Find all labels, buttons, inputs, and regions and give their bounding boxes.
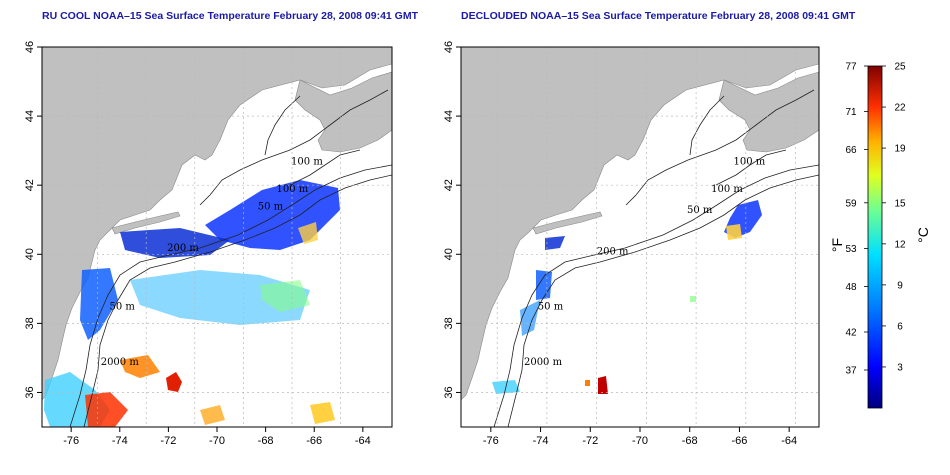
fahrenheit-unit-label: °F <box>829 238 845 252</box>
lon-tick-label: -66 <box>306 435 322 447</box>
left-grid <box>42 47 392 427</box>
celsius-tick-label: 9 <box>897 280 903 291</box>
fahrenheit-tick-label: 77 <box>845 62 857 73</box>
lon-tick-label: -70 <box>209 435 225 447</box>
lon-tick-label: -64 <box>355 435 371 447</box>
lat-tick-label: 40 <box>24 248 36 260</box>
right-contours <box>493 89 819 427</box>
right-land-coastline <box>461 47 819 401</box>
right-longitude-axis: -76 -74 -72 -70 -68 -66 -64 <box>483 427 797 447</box>
lon-tick-label: -74 <box>112 435 128 447</box>
celsius-tick-label: 6 <box>897 321 903 332</box>
contour-label: 50 m <box>538 302 564 313</box>
lat-tick-label: 36 <box>24 386 36 398</box>
right-latitude-axis: 36 38 40 42 44 46 <box>443 41 461 399</box>
contour-label: 100 m <box>291 156 323 167</box>
contour-label: 200 m <box>597 246 629 257</box>
right-long-island <box>532 211 603 235</box>
contour-label: 100 m <box>734 156 766 167</box>
contour-label: 50 m <box>687 205 713 216</box>
lon-tick-label: -68 <box>258 435 274 447</box>
fahrenheit-tick-label: 59 <box>845 198 857 209</box>
fahrenheit-tick-label: 53 <box>845 244 857 255</box>
lat-tick-label: 36 <box>443 386 455 398</box>
celsius-tick-label: 22 <box>894 103 906 114</box>
lon-tick-label: -70 <box>632 435 648 447</box>
lat-tick-label: 44 <box>24 110 36 122</box>
contour-label: 2000 m <box>524 357 563 368</box>
lon-tick-label: -72 <box>582 435 598 447</box>
contour-label: 200 m <box>167 243 199 254</box>
right-grid <box>461 47 819 427</box>
fahrenheit-tick-label: 37 <box>845 366 857 377</box>
celsius-tick-label: 3 <box>897 362 903 373</box>
left-sst-swaths <box>44 180 340 427</box>
contour-label: 100 m <box>711 184 743 195</box>
right-nova-scotia-land <box>718 71 819 153</box>
lon-tick-label: -68 <box>682 435 698 447</box>
right-sst-swaths <box>492 200 762 394</box>
lon-tick-label: -66 <box>731 435 747 447</box>
celsius-unit-label: °C <box>915 227 931 243</box>
left-latitude-axis: 36 38 40 42 44 46 <box>24 41 42 399</box>
lat-tick-label: 46 <box>24 41 36 53</box>
contour-label: 100 m <box>276 184 308 195</box>
lat-tick-label: 44 <box>443 110 455 122</box>
fahrenheit-tick-label: 66 <box>845 145 857 156</box>
right-contour-labels: 100 m 100 m 50 m 200 m 50 m 2000 m <box>524 156 766 367</box>
left-contour-labels: 100 m 100 m 50 m 200 m 50 m 2000 m <box>101 156 324 367</box>
contour-label: 2000 m <box>101 357 140 368</box>
lon-tick-label: -76 <box>63 435 79 447</box>
lon-tick-label: -72 <box>160 435 176 447</box>
celsius-tick-label: 25 <box>894 62 906 73</box>
lat-tick-label: 42 <box>24 179 36 191</box>
right-chesapeake-cut <box>490 320 502 360</box>
fahrenheit-tick-label: 71 <box>845 107 857 118</box>
left-land-coastline <box>42 47 392 401</box>
lat-tick-label: 38 <box>443 317 455 329</box>
contour-label: 50 m <box>110 302 136 313</box>
left-contours <box>69 89 392 427</box>
celsius-tick-label: 19 <box>894 144 906 155</box>
right-map-title: DECLOUDED NOAA–15 Sea Surface Temperatur… <box>461 10 856 22</box>
left-longitude-axis: -76 -74 -72 -70 -68 -66 -64 <box>63 427 371 447</box>
lon-tick-label: -76 <box>483 435 499 447</box>
sst-colorbar: 25 22 19 15 12 9 6 3 77 71 66 59 53 48 42 37 °F °C <box>829 62 931 409</box>
left-chesapeake-cut <box>70 320 82 360</box>
celsius-tick-label: 12 <box>894 239 906 250</box>
lat-tick-label: 42 <box>443 179 455 191</box>
lat-tick-label: 40 <box>443 248 455 260</box>
lat-tick-label: 38 <box>24 317 36 329</box>
colorbar-ticks: 25 22 19 15 12 9 6 3 77 71 66 59 53 48 42 37 <box>845 62 906 377</box>
colorbar-gradient <box>867 65 883 409</box>
contour-label: 50 m <box>258 201 284 212</box>
lon-tick-label: -64 <box>781 435 797 447</box>
celsius-tick-label: 15 <box>894 198 906 209</box>
fahrenheit-tick-label: 48 <box>845 282 857 293</box>
lon-tick-label: -74 <box>533 435 549 447</box>
left-map-title: RU COOL NOAA–15 Sea Surface Temperature … <box>42 10 419 22</box>
lat-tick-label: 46 <box>443 41 455 53</box>
fahrenheit-tick-label: 42 <box>845 328 857 339</box>
left-nova-scotia-land <box>294 71 392 153</box>
